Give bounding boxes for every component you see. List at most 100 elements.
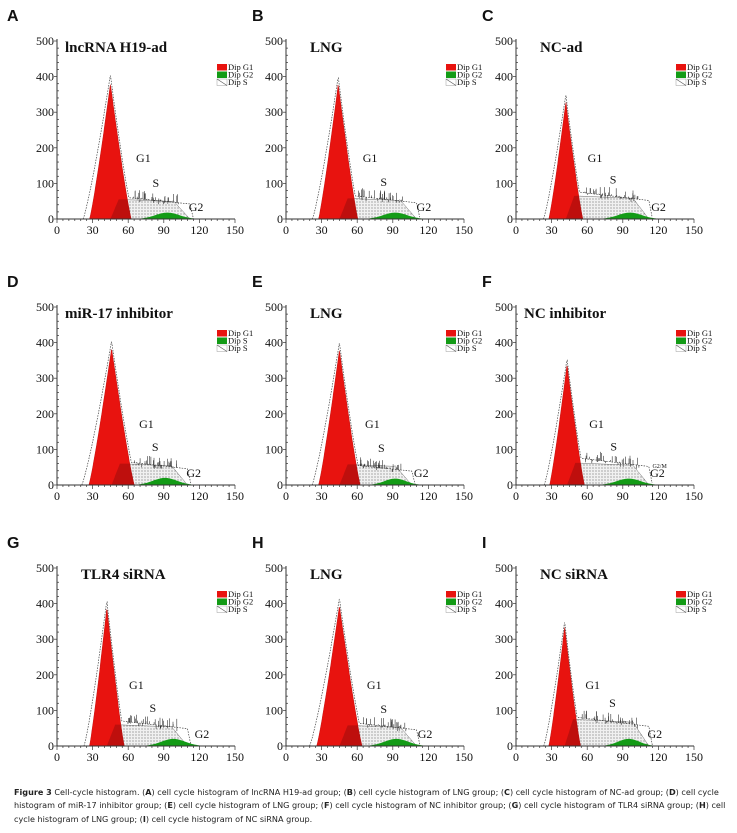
legend-hatch bbox=[216, 605, 228, 613]
g1-s-overlap bbox=[106, 724, 125, 746]
x-tick-label: 60 bbox=[122, 489, 134, 503]
g1-s-overlap bbox=[564, 719, 581, 746]
legend-label: Dip G1 bbox=[457, 62, 482, 72]
y-tick-label: 200 bbox=[265, 407, 283, 421]
phase-annotation: S bbox=[380, 702, 387, 716]
g2-peak bbox=[603, 212, 657, 219]
phase-annotation: S bbox=[610, 439, 617, 453]
x-tick-label: 120 bbox=[190, 489, 208, 503]
phase-annotation: G2 bbox=[650, 466, 665, 480]
g2-peak bbox=[369, 212, 422, 219]
y-tick-label: 400 bbox=[495, 597, 513, 611]
phase-annotation: G2 bbox=[414, 466, 429, 480]
y-tick-label: 0 bbox=[48, 212, 54, 226]
y-tick-label: 400 bbox=[36, 336, 54, 350]
x-tick-label: 0 bbox=[283, 489, 289, 503]
y-tick-label: 500 bbox=[495, 300, 513, 314]
legend-swatch bbox=[217, 591, 227, 598]
x-tick-label: 30 bbox=[316, 489, 328, 503]
histogram-chart: 0 100 200 300 400 500 0 30 60 90 120 150 TLR4 siRNA D… bbox=[36, 561, 253, 764]
panel-f: F 0 100 200 300 400 500 0 30 60 90 120 150 NC inhibit… bbox=[475, 266, 720, 526]
y-tick-label: 100 bbox=[265, 176, 283, 190]
x-tick-label: 60 bbox=[351, 489, 363, 503]
legend-label: Dip S bbox=[228, 336, 248, 346]
legend-swatch bbox=[446, 64, 456, 71]
histogram-chart: 0 100 200 300 400 500 0 30 60 90 120 150 miR-17 inhi… bbox=[36, 300, 253, 503]
g1-s-overlap bbox=[565, 195, 583, 219]
chart-title: lncRNA H19-ad bbox=[65, 40, 168, 56]
histogram-envelope bbox=[311, 76, 421, 220]
histogram-envelope bbox=[311, 343, 416, 486]
phase-annotation: S bbox=[152, 440, 159, 454]
phase-annotation: S bbox=[609, 696, 616, 710]
x-tick-label: 90 bbox=[387, 489, 399, 503]
panel-letter: C bbox=[482, 8, 494, 25]
g2-peak bbox=[370, 738, 423, 746]
x-tick-label: 120 bbox=[190, 750, 208, 764]
x-tick-label: 150 bbox=[226, 223, 244, 237]
panel-letter: F bbox=[482, 274, 492, 291]
panel-letter: D bbox=[7, 274, 19, 291]
phase-annotation: G2 bbox=[186, 466, 201, 480]
legend-swatch bbox=[217, 64, 227, 71]
histogram-chart: 0 100 200 300 400 500 0 30 60 90 120 150 NC-ad Dip G1… bbox=[495, 34, 712, 237]
x-tick-label: 30 bbox=[546, 750, 558, 764]
x-tick-label: 0 bbox=[513, 489, 519, 503]
legend-label: Dip G2 bbox=[228, 597, 253, 607]
g1-peak bbox=[318, 350, 361, 486]
y-tick-label: 0 bbox=[277, 478, 283, 492]
x-tick-label: 150 bbox=[455, 750, 473, 764]
x-tick-label: 150 bbox=[455, 223, 473, 237]
caption-panel-ref: I bbox=[142, 813, 146, 824]
legend-label: Dip G2 bbox=[457, 336, 482, 346]
phase-annotation: G1 bbox=[129, 678, 144, 692]
y-tick-label: 200 bbox=[265, 668, 283, 682]
panel-letter: E bbox=[252, 274, 263, 291]
x-tick-label: 60 bbox=[122, 223, 134, 237]
caption-panel-ref: H bbox=[698, 800, 706, 811]
histogram-chart: 0 100 200 300 400 500 0 30 60 90 120 150 lncRNA H19-… bbox=[36, 34, 253, 237]
legend-label: Dip G2 bbox=[687, 70, 712, 80]
chart-title: LNG bbox=[310, 306, 343, 322]
x-tick-label: 30 bbox=[316, 223, 328, 237]
legend-label: Dip G2 bbox=[457, 70, 482, 80]
panel-g: G 0 100 200 300 400 500 0 30 60 90 120 150 TLR4 siRNA… bbox=[0, 527, 253, 787]
legend-label: Dip S bbox=[228, 343, 248, 353]
y-tick-label: 300 bbox=[495, 105, 513, 119]
panel-letter: H bbox=[252, 535, 264, 552]
x-tick-label: 150 bbox=[455, 489, 473, 503]
phase-annotation: G2 bbox=[418, 727, 433, 741]
g2-peak bbox=[371, 478, 419, 485]
x-tick-label: 120 bbox=[649, 750, 667, 764]
y-tick-label: 300 bbox=[36, 632, 54, 646]
panel-d: D 0 100 200 300 400 500 0 30 60 90 120 150 miR-17 inh… bbox=[0, 266, 253, 526]
x-tick-label: 150 bbox=[226, 750, 244, 764]
y-tick-label: 300 bbox=[36, 105, 54, 119]
g2-peak bbox=[602, 478, 655, 485]
panel-e: E 0 100 200 300 400 500 0 30 60 90 120 150 LNG Dip G1 D… bbox=[245, 266, 490, 526]
x-tick-label: 120 bbox=[419, 489, 437, 503]
y-tick-label: 0 bbox=[507, 739, 513, 753]
panel-letter: A bbox=[7, 8, 19, 25]
y-tick-label: 500 bbox=[36, 561, 54, 575]
y-tick-label: 500 bbox=[265, 300, 283, 314]
x-tick-label: 0 bbox=[283, 750, 289, 764]
y-tick-label: 100 bbox=[495, 442, 513, 456]
legend-swatch bbox=[446, 591, 456, 598]
y-tick-label: 100 bbox=[36, 442, 54, 456]
legend-label: Dip S bbox=[687, 77, 707, 87]
chart-title: NC siRNA bbox=[540, 567, 608, 583]
caption-panel-ref: F bbox=[323, 800, 330, 811]
g1-peak bbox=[549, 365, 585, 486]
x-tick-label: 0 bbox=[54, 489, 60, 503]
legend-label: Dip S bbox=[687, 604, 707, 614]
g1-peak bbox=[548, 627, 581, 747]
histogram-envelope bbox=[543, 359, 653, 486]
g2-peak bbox=[138, 477, 192, 485]
phase-annotation: G2 bbox=[647, 727, 662, 741]
panel-letter: B bbox=[252, 8, 264, 25]
y-tick-label: 300 bbox=[265, 105, 283, 119]
x-tick-label: 60 bbox=[581, 223, 593, 237]
y-tick-label: 500 bbox=[265, 34, 283, 48]
